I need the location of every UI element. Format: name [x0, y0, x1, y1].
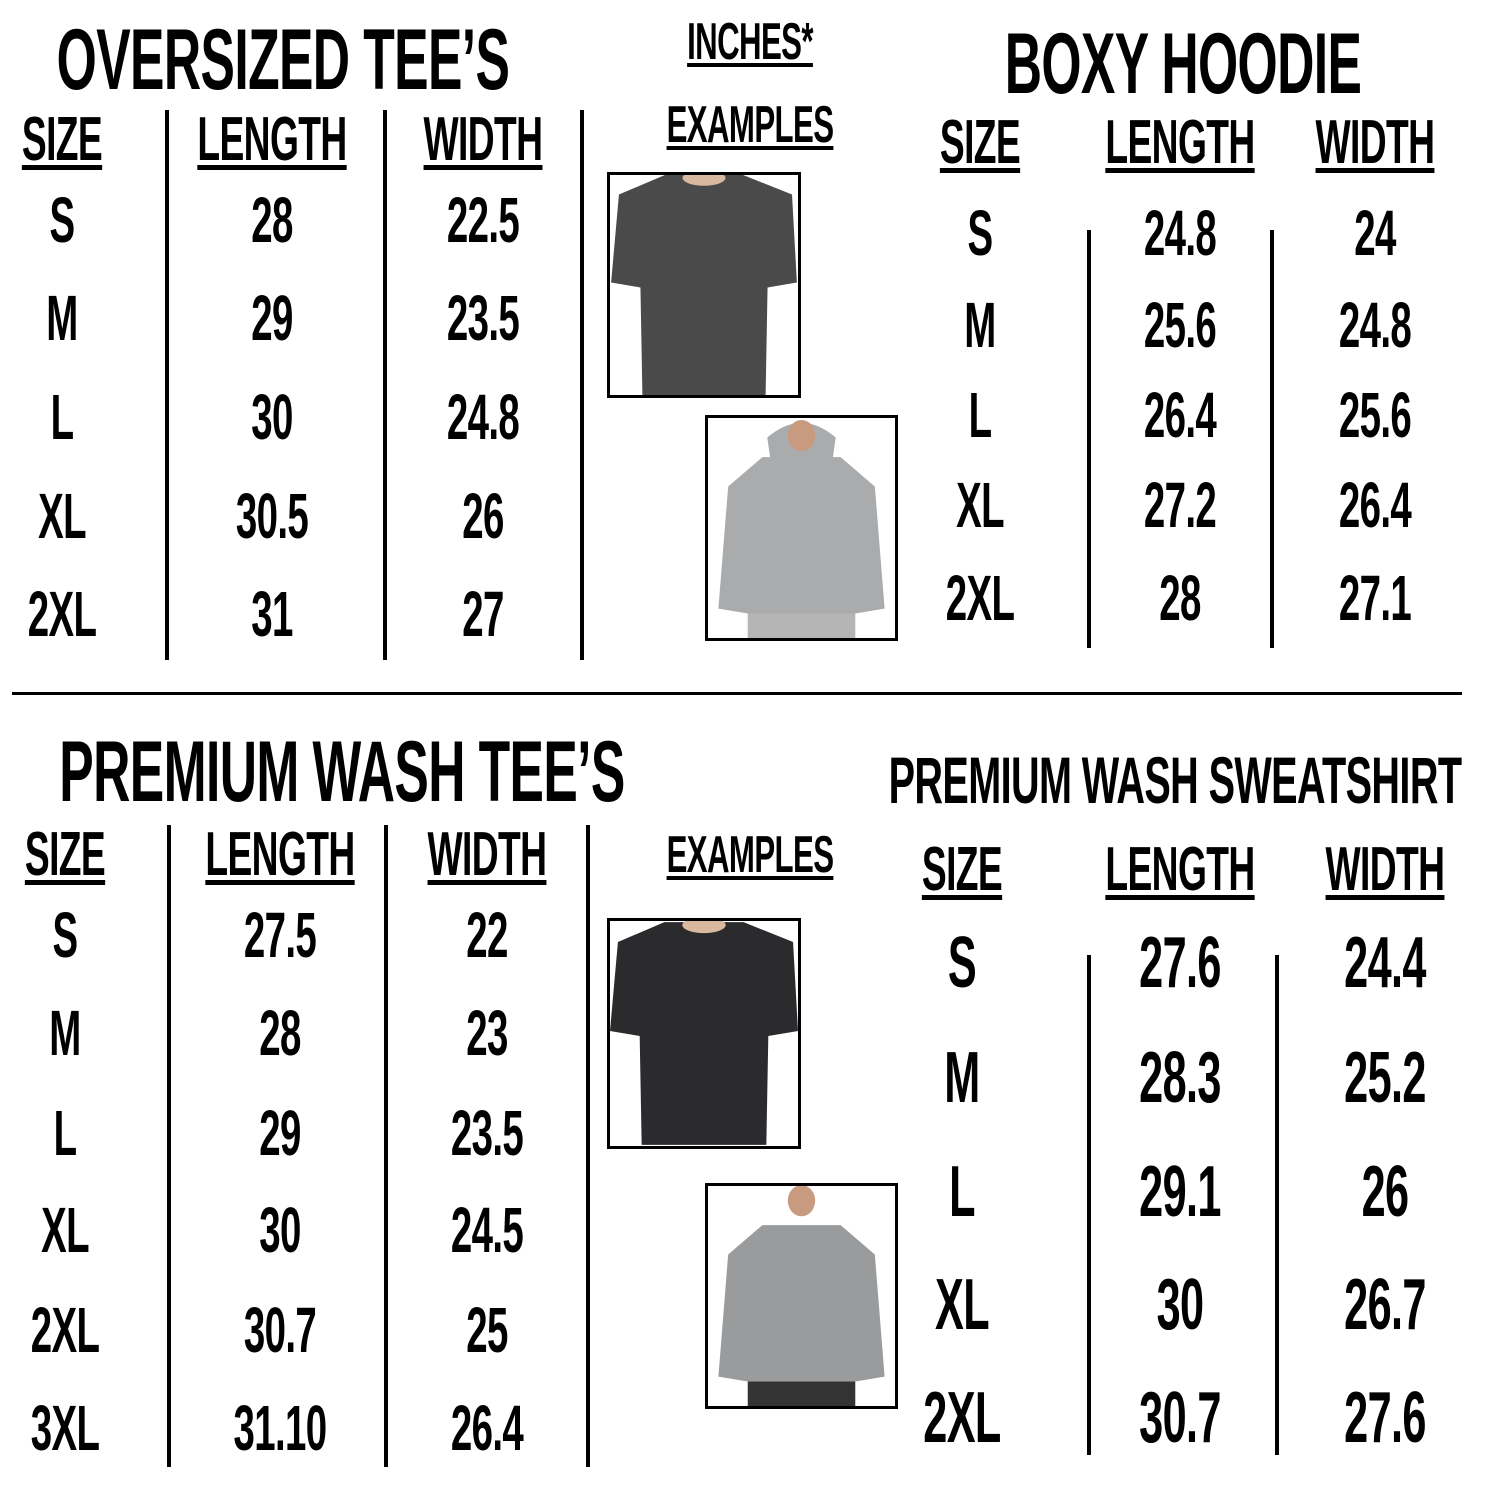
premium-wash-tee-photo [607, 918, 801, 1149]
column-divider [1087, 230, 1091, 648]
measurement-cell: 27.2 [1143, 469, 1217, 541]
measurement-cell: 30.7 [1139, 1378, 1221, 1458]
column-divider [383, 110, 387, 660]
measurement-cell: 23 [466, 997, 508, 1069]
column-header-size: SIZE [24, 820, 106, 889]
measurement-cell: 26.4 [450, 1392, 524, 1464]
oversized-tee-photo [607, 172, 801, 398]
measurement-cell: 24.8 [446, 381, 520, 453]
column-header-width: WIDTH [423, 105, 544, 174]
size-cell: S [52, 899, 78, 971]
size-cell: XL [956, 469, 1004, 541]
size-cell: XL [41, 1194, 89, 1266]
measurement-cell: 22.5 [446, 184, 520, 256]
measurement-cell: 31.10 [233, 1392, 327, 1464]
column-header-size: SIZE [21, 105, 103, 174]
measurement-cell: 28.3 [1139, 1038, 1221, 1118]
measurement-cell: 30 [259, 1194, 301, 1266]
column-divider [1087, 955, 1091, 1455]
measurement-cell: 25.6 [1338, 379, 1412, 451]
size-cell: 2XL [945, 562, 1015, 634]
measurement-cell: 26 [1361, 1152, 1409, 1232]
measurement-cell: 24.4 [1344, 923, 1426, 1003]
measurement-cell: 30 [251, 381, 293, 453]
column-header-width: WIDTH [427, 820, 548, 889]
measurement-cell: 24 [1354, 197, 1396, 269]
examples-label: EXAMPLES [666, 96, 834, 154]
measurement-cell: 30.7 [243, 1294, 317, 1366]
column-divider [384, 825, 388, 1467]
size-cell: 2XL [27, 578, 97, 650]
column-header-size: SIZE [921, 835, 1003, 904]
measurement-cell: 28 [251, 184, 293, 256]
measurement-cell: 29 [251, 282, 293, 354]
table-title: PREMIUM WASH TEE’S [59, 724, 625, 820]
column-divider [1270, 230, 1274, 648]
measurement-cell: 28 [259, 997, 301, 1069]
measurement-cell: 30.5 [235, 480, 309, 552]
measurement-cell: 24.8 [1338, 289, 1412, 361]
size-cell: S [947, 923, 977, 1003]
measurement-cell: 26 [462, 480, 504, 552]
size-cell: 2XL [923, 1378, 1001, 1458]
examples-label: EXAMPLES [666, 826, 834, 884]
size-cell: M [49, 997, 81, 1069]
measurement-cell: 26.4 [1143, 379, 1217, 451]
measurement-cell: 25 [466, 1294, 508, 1366]
measurement-cell: 28 [1159, 562, 1201, 634]
measurement-cell: 27.6 [1139, 923, 1221, 1003]
column-divider [580, 110, 584, 660]
measurement-cell: 23.5 [450, 1097, 524, 1169]
measurement-cell: 25.2 [1344, 1038, 1426, 1118]
column-divider [1275, 955, 1279, 1455]
units-label: INCHES* [687, 13, 813, 71]
size-cell: 3XL [30, 1392, 100, 1464]
measurement-cell: 27 [462, 578, 504, 650]
column-header-length: LENGTH [197, 105, 347, 174]
column-header-length: LENGTH [1105, 108, 1255, 177]
size-cell: L [949, 1152, 975, 1232]
measurement-cell: 31 [251, 578, 293, 650]
measurement-cell: 27.5 [243, 899, 317, 971]
size-cell: S [967, 197, 993, 269]
measurement-cell: 26.4 [1338, 469, 1412, 541]
measurement-cell: 26.7 [1344, 1265, 1426, 1345]
size-cell: M [944, 1038, 980, 1118]
column-header-length: LENGTH [1105, 835, 1255, 904]
column-header-length: LENGTH [205, 820, 355, 889]
premium-wash-sweatshirt-photo [705, 1183, 898, 1409]
boxy-hoodie-photo [705, 415, 898, 641]
column-divider [586, 825, 590, 1467]
measurement-cell: 25.6 [1143, 289, 1217, 361]
size-cell: XL [38, 480, 86, 552]
size-cell: M [46, 282, 78, 354]
size-cell: 2XL [30, 1294, 100, 1366]
measurement-cell: 29 [259, 1097, 301, 1169]
measurement-cell: 24.5 [450, 1194, 524, 1266]
measurement-cell: 23.5 [446, 282, 520, 354]
size-cell: M [964, 289, 996, 361]
size-cell: S [49, 184, 75, 256]
size-cell: XL [934, 1265, 990, 1345]
table-title: OVERSIZED TEE’S [56, 12, 510, 108]
size-cell: L [968, 379, 992, 451]
column-header-width: WIDTH [1325, 835, 1446, 904]
column-header-width: WIDTH [1315, 108, 1436, 177]
size-cell: L [53, 1097, 77, 1169]
measurement-cell: 24.8 [1143, 197, 1217, 269]
measurement-cell: 27.6 [1344, 1378, 1426, 1458]
measurement-cell: 30 [1156, 1265, 1204, 1345]
measurement-cell: 27.1 [1338, 562, 1412, 634]
table-title: PREMIUM WASH SWEATSHIRT [888, 743, 1462, 817]
section-divider [12, 692, 1462, 695]
size-cell: L [50, 381, 74, 453]
measurement-cell: 29.1 [1139, 1152, 1221, 1232]
measurement-cell: 22 [466, 899, 508, 971]
column-header-size: SIZE [939, 108, 1021, 177]
table-title: BOXY HOODIE [1004, 16, 1362, 112]
column-divider [165, 110, 169, 660]
column-divider [167, 825, 171, 1467]
